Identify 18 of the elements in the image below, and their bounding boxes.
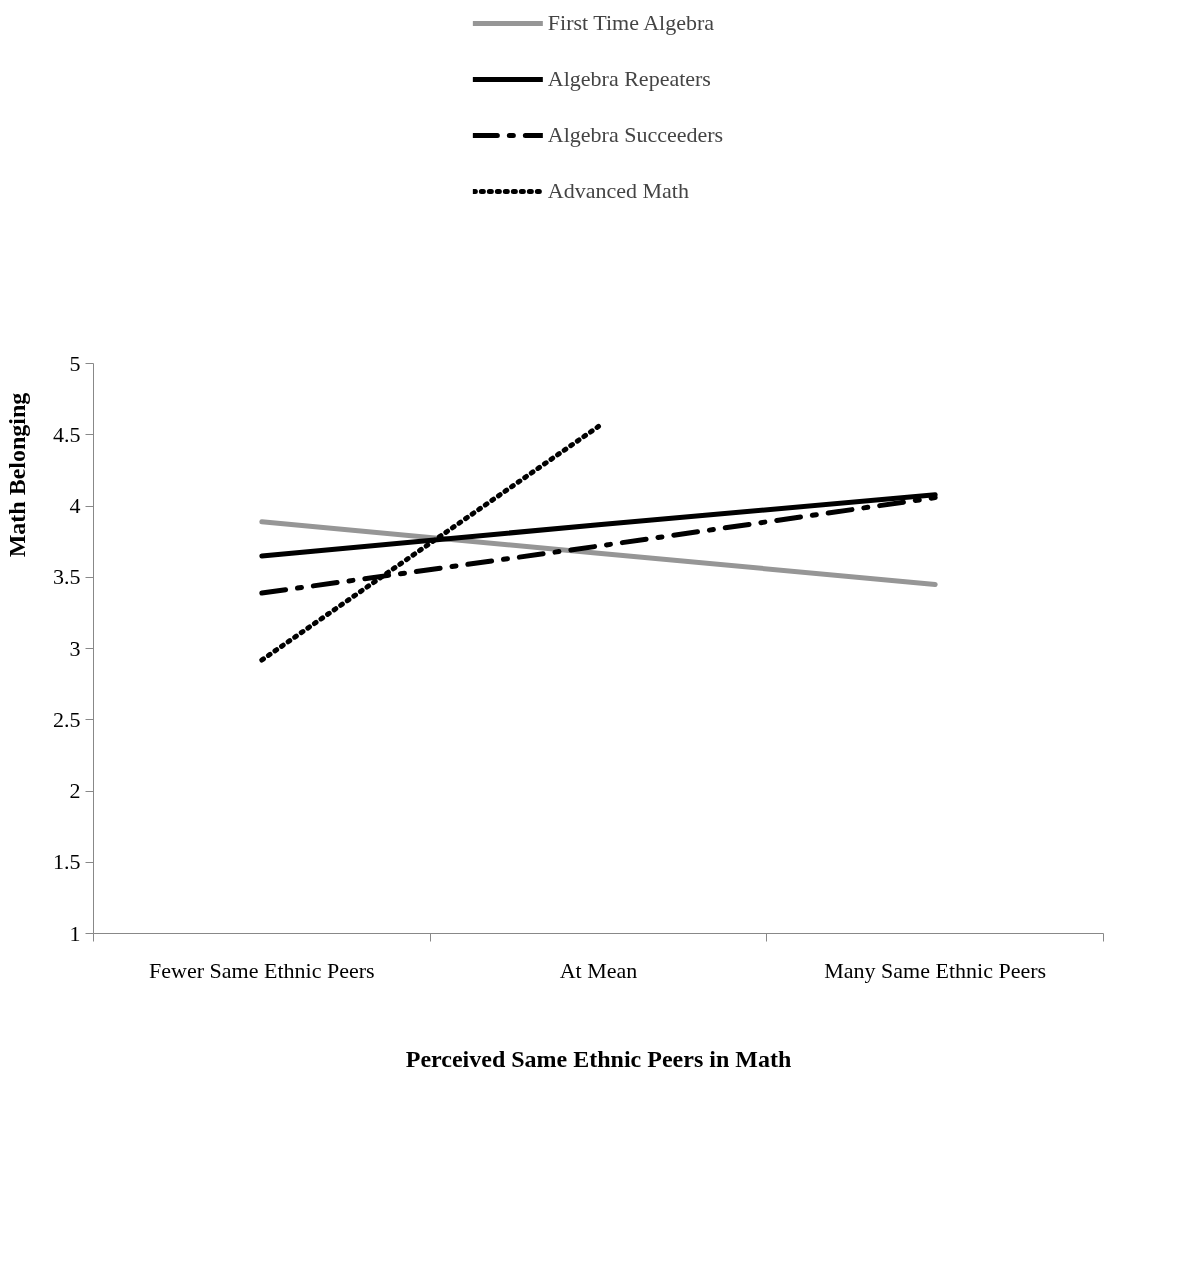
y-tick-label: 1.5 bbox=[53, 849, 81, 875]
legend-label: Algebra Succeeders bbox=[547, 122, 724, 148]
y-tick-label: 3.5 bbox=[53, 564, 81, 590]
y-tick-label: 5 bbox=[69, 350, 81, 376]
x-tick-label: At Mean bbox=[559, 957, 638, 983]
y-axis-title: Math Belonging bbox=[4, 392, 30, 558]
x-tick-label: Fewer Same Ethnic Peers bbox=[149, 957, 375, 983]
legend-label: Algebra Repeaters bbox=[547, 66, 711, 92]
y-tick-label: 4.5 bbox=[53, 421, 81, 447]
y-tick-label: 2 bbox=[69, 778, 81, 804]
y-tick-label: 3 bbox=[69, 635, 81, 661]
legend-label: Advanced Math bbox=[547, 178, 689, 204]
y-tick-label: 4 bbox=[69, 493, 81, 519]
x-axis-title: Perceived Same Ethnic Peers in Math bbox=[405, 1045, 792, 1072]
y-tick-label: 2.5 bbox=[53, 706, 81, 732]
x-tick-label: Many Same Ethnic Peers bbox=[824, 957, 1047, 983]
legend-label: First Time Algebra bbox=[547, 10, 715, 36]
y-tick-label: 1 bbox=[69, 920, 81, 946]
